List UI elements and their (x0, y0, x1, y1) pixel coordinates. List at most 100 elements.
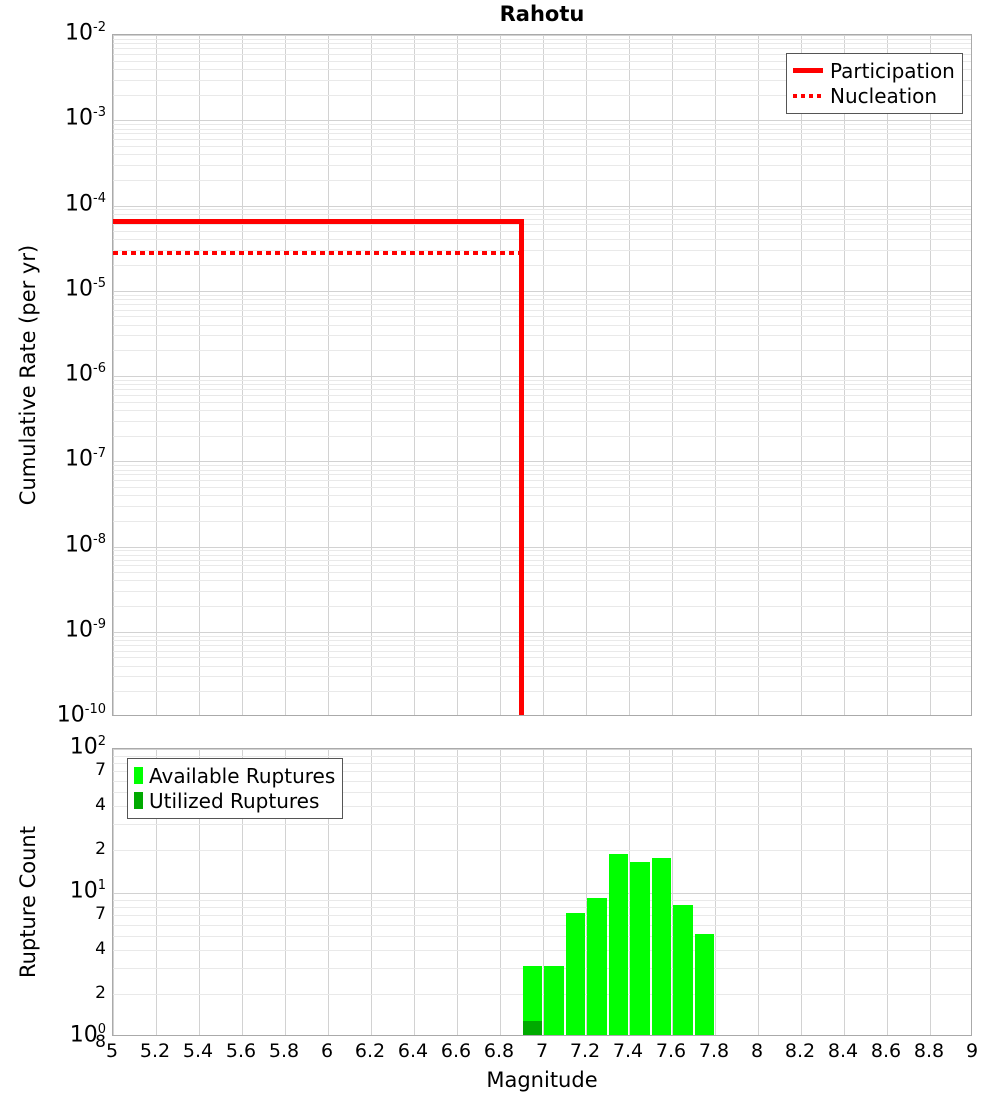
x-tick-label: 7 (535, 1040, 549, 1062)
gridline-horizontal (113, 849, 971, 851)
cumulative-rate-plot (112, 34, 972, 716)
bar-available (608, 854, 628, 1035)
gridline-horizontal (113, 218, 971, 220)
gridline-horizontal (113, 94, 971, 96)
gridline-vertical (414, 749, 415, 1035)
gridline-vertical (242, 749, 243, 1035)
series-dropoff-nucleation (519, 252, 524, 715)
x-axis-label: Magnitude (486, 1068, 598, 1092)
y-tick-label-minor: 4 (95, 939, 106, 960)
x-tick-label: 6 (320, 1040, 334, 1062)
bar-available (587, 897, 607, 1035)
gridline-horizontal (113, 394, 971, 396)
x-tick-label: 7.2 (569, 1040, 601, 1062)
bar-available (522, 966, 542, 1035)
x-tick-label: 6.2 (354, 1040, 386, 1062)
gridline-horizontal (113, 474, 971, 476)
x-tick-label: 5.2 (139, 1040, 171, 1062)
y-tick-label-minor: 7 (95, 760, 106, 781)
gridline-horizontal (113, 806, 971, 808)
gridline-horizontal (113, 43, 971, 45)
y-tick-label: 10-4 (65, 190, 106, 216)
x-tick-label: 5.6 (225, 1040, 257, 1062)
gridline-vertical (500, 749, 501, 1035)
x-tick-label: 9 (965, 1040, 979, 1062)
gridline-horizontal (113, 936, 971, 938)
available-color-icon (134, 767, 143, 784)
gridline-horizontal (113, 401, 971, 403)
gridline-horizontal (113, 294, 971, 296)
y-tick-label: 10-3 (65, 105, 106, 131)
gridline-vertical (371, 35, 372, 715)
gridline-horizontal (113, 379, 971, 381)
gridline-horizontal (113, 35, 971, 36)
gridline-horizontal (113, 154, 971, 156)
gridline-horizontal (113, 495, 971, 497)
x-tick-label: 8.2 (784, 1040, 816, 1062)
legend-label: Available Ruptures (149, 763, 336, 788)
x-tick-label: 6.8 (483, 1040, 515, 1062)
gridline-vertical (328, 749, 329, 1035)
gridline-vertical (285, 35, 286, 715)
gridline-horizontal (113, 68, 971, 70)
solid-line-icon (793, 68, 823, 73)
gridline-vertical (199, 749, 200, 1035)
gridline-horizontal (113, 335, 971, 337)
gridline-horizontal (113, 644, 971, 646)
gridline-horizontal (113, 316, 971, 318)
gridline-horizontal (113, 324, 971, 326)
y-tick-label-minor: 2 (95, 838, 106, 859)
gridline-horizontal (113, 205, 971, 207)
gridline-vertical (500, 35, 501, 715)
bar-available (544, 966, 564, 1035)
y-tick-label-minor: 8 (95, 1032, 106, 1052)
gridline-horizontal (113, 79, 971, 81)
gridline-horizontal (113, 38, 971, 40)
gridline-vertical (629, 35, 630, 715)
gridline-vertical (457, 35, 458, 715)
gridline-horizontal (113, 224, 971, 226)
x-tick-label: 8 (750, 1040, 764, 1062)
gridline-vertical (242, 35, 243, 715)
gridline-horizontal (113, 145, 971, 147)
gridline-horizontal (113, 771, 971, 773)
gridline-vertical (930, 35, 931, 715)
gridline-horizontal (113, 60, 971, 62)
gridline-horizontal (113, 606, 971, 608)
y-tick-label: 10-8 (65, 531, 106, 557)
gridline-vertical (758, 35, 759, 715)
gridline-vertical (457, 749, 458, 1035)
gridline-vertical (844, 749, 845, 1035)
gridline-horizontal (113, 120, 971, 122)
series-line-participation (113, 218, 524, 224)
gridline-horizontal (113, 350, 971, 352)
gridline-horizontal (113, 559, 971, 561)
legend-item-nucleation: Nucleation (793, 83, 955, 108)
legend-label: Nucleation (830, 83, 938, 108)
gridline-horizontal (113, 640, 971, 641)
gridline-horizontal (113, 650, 971, 652)
gridline-vertical (715, 749, 716, 1035)
gridline-horizontal (113, 631, 971, 633)
x-tick-label: 6.6 (440, 1040, 472, 1062)
gridline-horizontal (113, 906, 971, 908)
gridline-horizontal (113, 231, 971, 233)
gridline-horizontal (113, 924, 971, 926)
gridline-vertical (715, 35, 716, 715)
x-tick-label: 7.8 (698, 1040, 730, 1062)
gridline-horizontal (113, 657, 971, 659)
bar-available (651, 857, 671, 1035)
y-tick-label: 10-10 (56, 702, 106, 728)
gridline-horizontal (113, 580, 971, 582)
gridline-horizontal (113, 209, 971, 211)
bar-available (630, 861, 650, 1035)
y-tick-label-minor: 4 (95, 795, 106, 816)
gridline-vertical (672, 749, 673, 1035)
gridline-horizontal (113, 824, 971, 826)
gridline-vertical (887, 749, 888, 1035)
x-tick-label: 5 (105, 1040, 119, 1062)
gridline-horizontal (113, 968, 971, 970)
gridline-horizontal (113, 461, 971, 463)
gridline-horizontal (113, 950, 971, 952)
gridline-horizontal (113, 309, 971, 311)
